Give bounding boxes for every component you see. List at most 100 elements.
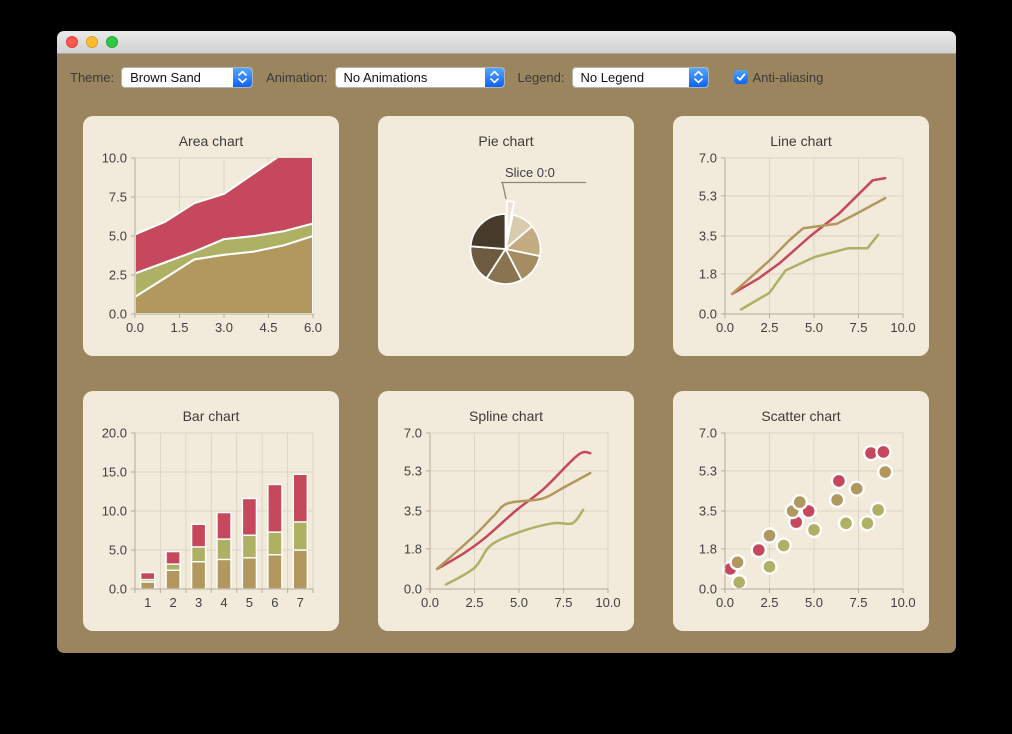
spline-chart: 0.0 2.5 5.0 7.5 10.0 0.0 1.8 3.5 5.3 7.0 [378,391,634,631]
animation-label: Animation: [266,69,328,85]
legend-selected-value: No Legend [580,69,645,85]
combo-stepper-icon [688,67,708,87]
area-chart-canvas: 0.0 1.5 3.0 4.5 6.0 0.0 2.5 5.0 7.5 10.0 [102,151,322,336]
chart-title: Pie chart [478,133,534,149]
pie-chart-panel: Slice 0:0 Pie chart [378,116,634,356]
scatter-chart-canvas: 0.0 2.5 5.0 7.5 10.0 0.0 1.8 3.5 5.3 7.0 [699,426,916,611]
close-button[interactable] [66,36,78,48]
gridlines [725,157,904,314]
animation-select[interactable]: No Animations [334,66,505,88]
bar-chart: 1 2 3 4 5 6 7 0.0 5.0 10.0 15.0 20.0 [83,391,339,631]
antialiasing-control: Anti-aliasing [733,69,824,85]
svg-text:7.5: 7.5 [849,595,867,610]
svg-text:5.0: 5.0 [805,320,823,335]
chart-title: Area chart [178,133,244,149]
minimize-button[interactable] [86,36,98,48]
svg-text:1.8: 1.8 [699,541,717,556]
toolbar: Theme: Brown Sand Animation: No Animatio… [57,53,956,101]
svg-text:0.0: 0.0 [699,307,717,322]
combo-stepper-icon [233,67,253,87]
line-chart-panel: 0.0 2.5 5.0 7.5 10.0 0.0 1.8 3.5 5.3 7.0 Line cha… [673,116,929,356]
axis-labels: 0.0 2.5 5.0 7.5 10.0 0.0 1.8 3.5 5.3 7.0 [699,426,916,611]
axes [426,432,609,593]
bar-chart-panel: 1 2 3 4 5 6 7 0.0 5.0 10.0 15.0 20.0 Bar chart [83,391,339,631]
window-controls [66,36,118,48]
svg-text:3.5: 3.5 [404,504,422,519]
svg-text:20.0: 20.0 [102,426,127,441]
series [435,450,592,586]
svg-text:0.0: 0.0 [109,307,127,322]
series [730,176,887,311]
svg-text:1: 1 [144,595,151,610]
series [722,443,894,591]
chart-title: Line chart [770,133,832,149]
svg-text:5.3: 5.3 [699,188,717,203]
svg-text:3: 3 [195,595,202,610]
svg-text:1.5: 1.5 [170,320,188,335]
zoom-button[interactable] [106,36,118,48]
svg-text:15.0: 15.0 [102,465,127,480]
chart-title: Bar chart [182,408,240,424]
svg-text:7.5: 7.5 [109,190,127,205]
svg-text:0.0: 0.0 [404,582,422,597]
line-chart-canvas: 0.0 2.5 5.0 7.5 10.0 0.0 1.8 3.5 5.3 7.0 [699,151,916,336]
titlebar[interactable] [57,31,956,54]
theme-label: Theme: [70,69,115,85]
svg-text:5.0: 5.0 [109,229,127,244]
svg-text:0.0: 0.0 [421,595,439,610]
svg-text:10.0: 10.0 [102,151,127,166]
pie-chart-canvas: Slice 0:0 [469,165,586,285]
series [135,158,313,314]
area-chart: 0.0 1.5 3.0 4.5 6.0 0.0 2.5 5.0 7.5 10.0 [83,116,339,356]
svg-text:10.0: 10.0 [890,595,915,610]
svg-text:7.0: 7.0 [699,151,717,166]
axis-labels: 1 2 3 4 5 6 7 0.0 5.0 10.0 15.0 20.0 [102,426,304,611]
theme-select[interactable]: Brown Sand [121,66,254,88]
svg-text:10.0: 10.0 [102,504,127,519]
svg-text:10.0: 10.0 [890,320,915,335]
app-window: Theme: Brown Sand Animation: No Animatio… [57,31,956,653]
axis-labels: 0.0 2.5 5.0 7.5 10.0 0.0 1.8 3.5 5.3 7.0 [699,151,916,336]
legend-select[interactable]: No Legend [571,66,709,88]
check-icon [736,73,745,81]
svg-text:6.0: 6.0 [304,320,322,335]
svg-text:1.8: 1.8 [404,541,422,556]
spline-chart-panel: 0.0 2.5 5.0 7.5 10.0 0.0 1.8 3.5 5.3 7.0 Spline c… [378,391,634,631]
theme-selected-value: Brown Sand [130,69,201,85]
area-chart-panel: 0.0 1.5 3.0 4.5 6.0 0.0 2.5 5.0 7.5 10.0 Area cha… [83,116,339,356]
svg-text:3.0: 3.0 [215,320,233,335]
spline-chart-canvas: 0.0 2.5 5.0 7.5 10.0 0.0 1.8 3.5 5.3 7.0 [404,426,621,611]
scatter-chart: 0.0 2.5 5.0 7.5 10.0 0.0 1.8 3.5 5.3 7.0 [673,391,929,631]
svg-text:0.0: 0.0 [126,320,144,335]
svg-text:5: 5 [246,595,253,610]
svg-text:3.5: 3.5 [699,504,717,519]
svg-text:0.0: 0.0 [699,582,717,597]
svg-text:5.3: 5.3 [699,463,717,478]
scatter-chart-panel: 0.0 2.5 5.0 7.5 10.0 0.0 1.8 3.5 5.3 7.0 Scatter … [673,391,929,631]
bar-chart-canvas: 1 2 3 4 5 6 7 0.0 5.0 10.0 15.0 20.0 [102,426,314,611]
svg-text:0.0: 0.0 [716,320,734,335]
svg-text:7.0: 7.0 [404,426,422,441]
svg-text:2.5: 2.5 [760,595,778,610]
svg-text:5.0: 5.0 [805,595,823,610]
chart-title: Scatter chart [761,408,841,424]
svg-text:7.5: 7.5 [554,595,572,610]
svg-text:5.0: 5.0 [510,595,528,610]
axis-labels: 0.0 2.5 5.0 7.5 10.0 0.0 1.8 3.5 5.3 7.0 [404,426,621,611]
svg-text:4: 4 [220,595,227,610]
axes [131,157,314,318]
antialiasing-checkbox[interactable] [733,70,748,84]
svg-text:2.5: 2.5 [109,268,127,283]
svg-text:7: 7 [297,595,304,610]
svg-text:7.5: 7.5 [849,320,867,335]
svg-text:2: 2 [169,595,176,610]
antialiasing-label: Anti-aliasing [752,69,824,85]
pie-slices [469,200,542,285]
svg-text:Slice 0:0: Slice 0:0 [505,165,555,180]
legend-label: Legend: [517,69,565,85]
pie-chart: Slice 0:0 [378,116,634,356]
axes [721,157,904,318]
svg-text:0.0: 0.0 [109,582,127,597]
combo-stepper-icon [484,67,504,87]
axes [721,432,904,593]
